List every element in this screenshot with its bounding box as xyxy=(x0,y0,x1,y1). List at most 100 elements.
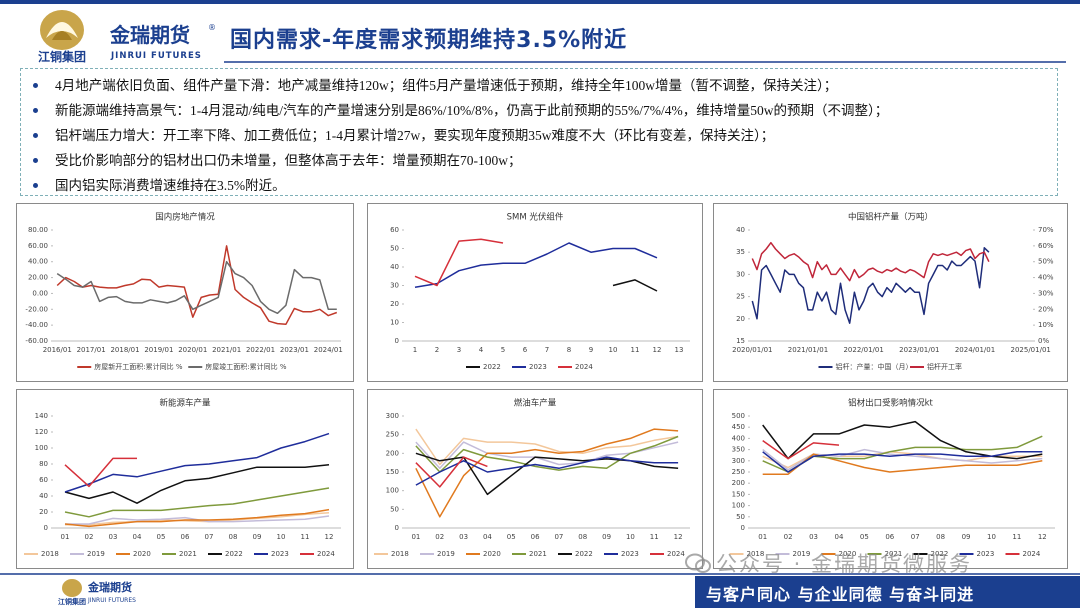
legend-label: 2020 xyxy=(839,550,857,558)
legend-label: 2018 xyxy=(41,550,59,558)
legend-label: 2020 xyxy=(483,550,501,558)
legend-label: 2021 xyxy=(179,550,197,558)
x-tick-label: 2021/01 xyxy=(212,346,241,354)
y-tick-label: 80 xyxy=(39,460,48,468)
legend-label: 2019 xyxy=(87,550,105,558)
chart-panel: 新能源车产量 0 20 40 60 80 100 120 140 01 02 03 04 05 06 07 08… xyxy=(16,389,354,569)
top-bar xyxy=(0,0,1080,4)
chart-title: 燃油车产量 xyxy=(514,398,557,409)
x-tick-label: 6 xyxy=(523,346,528,354)
x-tick-label: 05 xyxy=(507,533,516,541)
x-tick-label: 02 xyxy=(435,533,444,541)
y-tick-label: 40.00 xyxy=(28,258,48,266)
x-tick-label: 11 xyxy=(650,533,659,541)
legend-label: 2021 xyxy=(529,550,547,558)
y-tick-label: 0.00 xyxy=(32,289,48,297)
x-tick-label: 2 xyxy=(435,346,439,354)
x-tick-label: 12 xyxy=(653,346,662,354)
series-line xyxy=(415,428,679,466)
y2-tick-label: 20% xyxy=(1038,305,1054,313)
x-tick-label: 07 xyxy=(911,533,920,541)
y-tick-label: 450 xyxy=(732,423,745,431)
series-line xyxy=(762,451,1043,473)
x-tick-label: 2024/01 xyxy=(314,346,343,354)
x-tick-label: 07 xyxy=(554,533,563,541)
chart: 铝材出口受影响情况kt05010015020025030035040045050… xyxy=(729,398,1055,558)
x-tick-label: 5 xyxy=(501,346,505,354)
y-tick-label: 0 xyxy=(44,524,48,532)
y2-tick-label: 10% xyxy=(1038,321,1054,329)
x-tick-label: 2023/01/01 xyxy=(899,346,939,354)
x-tick-label: 13 xyxy=(675,346,684,354)
y-tick-label: 350 xyxy=(732,446,745,454)
x-tick-label: 2020/01 xyxy=(178,346,207,354)
series-line xyxy=(64,457,137,488)
y-tick-label: 30 xyxy=(390,282,399,290)
series-line xyxy=(64,432,330,493)
series-line xyxy=(415,428,679,518)
x-tick-label: 12 xyxy=(674,533,683,541)
x-tick-label: 7 xyxy=(545,346,549,354)
y-tick-label: 30 xyxy=(736,270,745,278)
x-tick-label: 06 xyxy=(531,533,540,541)
legend-label: 铝杆：产量：中国（月） xyxy=(836,362,913,371)
x-tick-label: 3 xyxy=(457,346,461,354)
y-tick-label: 60.00 xyxy=(28,242,48,250)
series-line xyxy=(415,456,488,488)
y-tick-label: 140 xyxy=(35,412,48,420)
x-tick-label: 10 xyxy=(277,533,286,541)
x-tick-label: 12 xyxy=(325,533,334,541)
x-tick-label: 04 xyxy=(133,533,142,541)
y-tick-label: 40 xyxy=(390,263,399,271)
legend-label: 2024 xyxy=(317,550,335,558)
y2-tick-label: 60% xyxy=(1038,242,1054,250)
bullet: 国内铝实际消费增速维持在3.5%附近。 xyxy=(33,173,1057,198)
x-tick-label: 8 xyxy=(567,346,571,354)
y-tick-label: 500 xyxy=(732,412,745,420)
y2-tick-label: 70% xyxy=(1038,226,1054,234)
x-tick-label: 2022/01 xyxy=(246,346,275,354)
legend-label: 2022 xyxy=(225,550,243,558)
y-tick-label: 100 xyxy=(386,487,399,495)
x-tick-label: 08 xyxy=(229,533,238,541)
series-line xyxy=(762,420,1043,460)
legend-label: 房屋竣工面积:累计同比 % xyxy=(205,362,287,371)
legend-label: 铝杆开工率 xyxy=(927,362,962,371)
series-line xyxy=(56,245,338,326)
wechat-icon xyxy=(685,553,711,573)
legend-label: 2024 xyxy=(667,550,685,558)
chart: 国内房地产情况 -60.00 -40.00 -20.00 0.00 20.00 40.00 6… xyxy=(25,212,343,372)
y-tick-label: 50 xyxy=(736,513,745,521)
slide-title: 国内需求-年度需求预期维持3.5%附近 xyxy=(230,28,628,53)
x-tick-label: 03 xyxy=(459,533,468,541)
x-tick-label: 10 xyxy=(987,533,996,541)
y-tick-label: -60.00 xyxy=(25,337,48,345)
logo-emblem xyxy=(40,10,84,50)
logo-name: 金瑞期货 xyxy=(109,23,190,47)
chart-title: SMM 光伏组件 xyxy=(507,212,564,223)
legend-label: 2019 xyxy=(437,550,455,558)
series-line xyxy=(414,238,504,287)
x-tick-label: 1 xyxy=(413,346,417,354)
x-tick-label: 11 xyxy=(301,533,310,541)
x-tick-label: 01 xyxy=(61,533,70,541)
x-tick-label: 04 xyxy=(834,533,843,541)
y-tick-label: 60 xyxy=(390,226,399,234)
x-tick-label: 06 xyxy=(885,533,894,541)
bullet: 新能源端维持高景气：1-4月混动/纯电/汽车的产量增速分别是86%/10%/8%… xyxy=(33,98,1057,123)
y-tick-label: 50 xyxy=(390,505,399,513)
x-tick-label: 2022/01/01 xyxy=(843,346,883,354)
x-tick-label: 4 xyxy=(479,346,484,354)
chart-panel: 铝材出口受影响情况kt 0 50 100 150 200 250 300 350 400 450 50… xyxy=(713,389,1068,569)
y-tick-label: 25 xyxy=(736,293,745,301)
y2-tick-label: 40% xyxy=(1038,274,1054,282)
legend-label: 2022 xyxy=(483,363,501,371)
series-line xyxy=(612,279,658,292)
x-tick-label: 2018/01 xyxy=(110,346,139,354)
x-tick-label: 2024/01/01 xyxy=(955,346,995,354)
chart: 新能源车产量 0 20 40 60 80 100 120 140 01 02 03 04 05 06 07 08… xyxy=(24,398,341,558)
x-tick-label: 04 xyxy=(483,533,492,541)
series-line xyxy=(414,242,658,289)
legend-label: 2022 xyxy=(575,550,593,558)
